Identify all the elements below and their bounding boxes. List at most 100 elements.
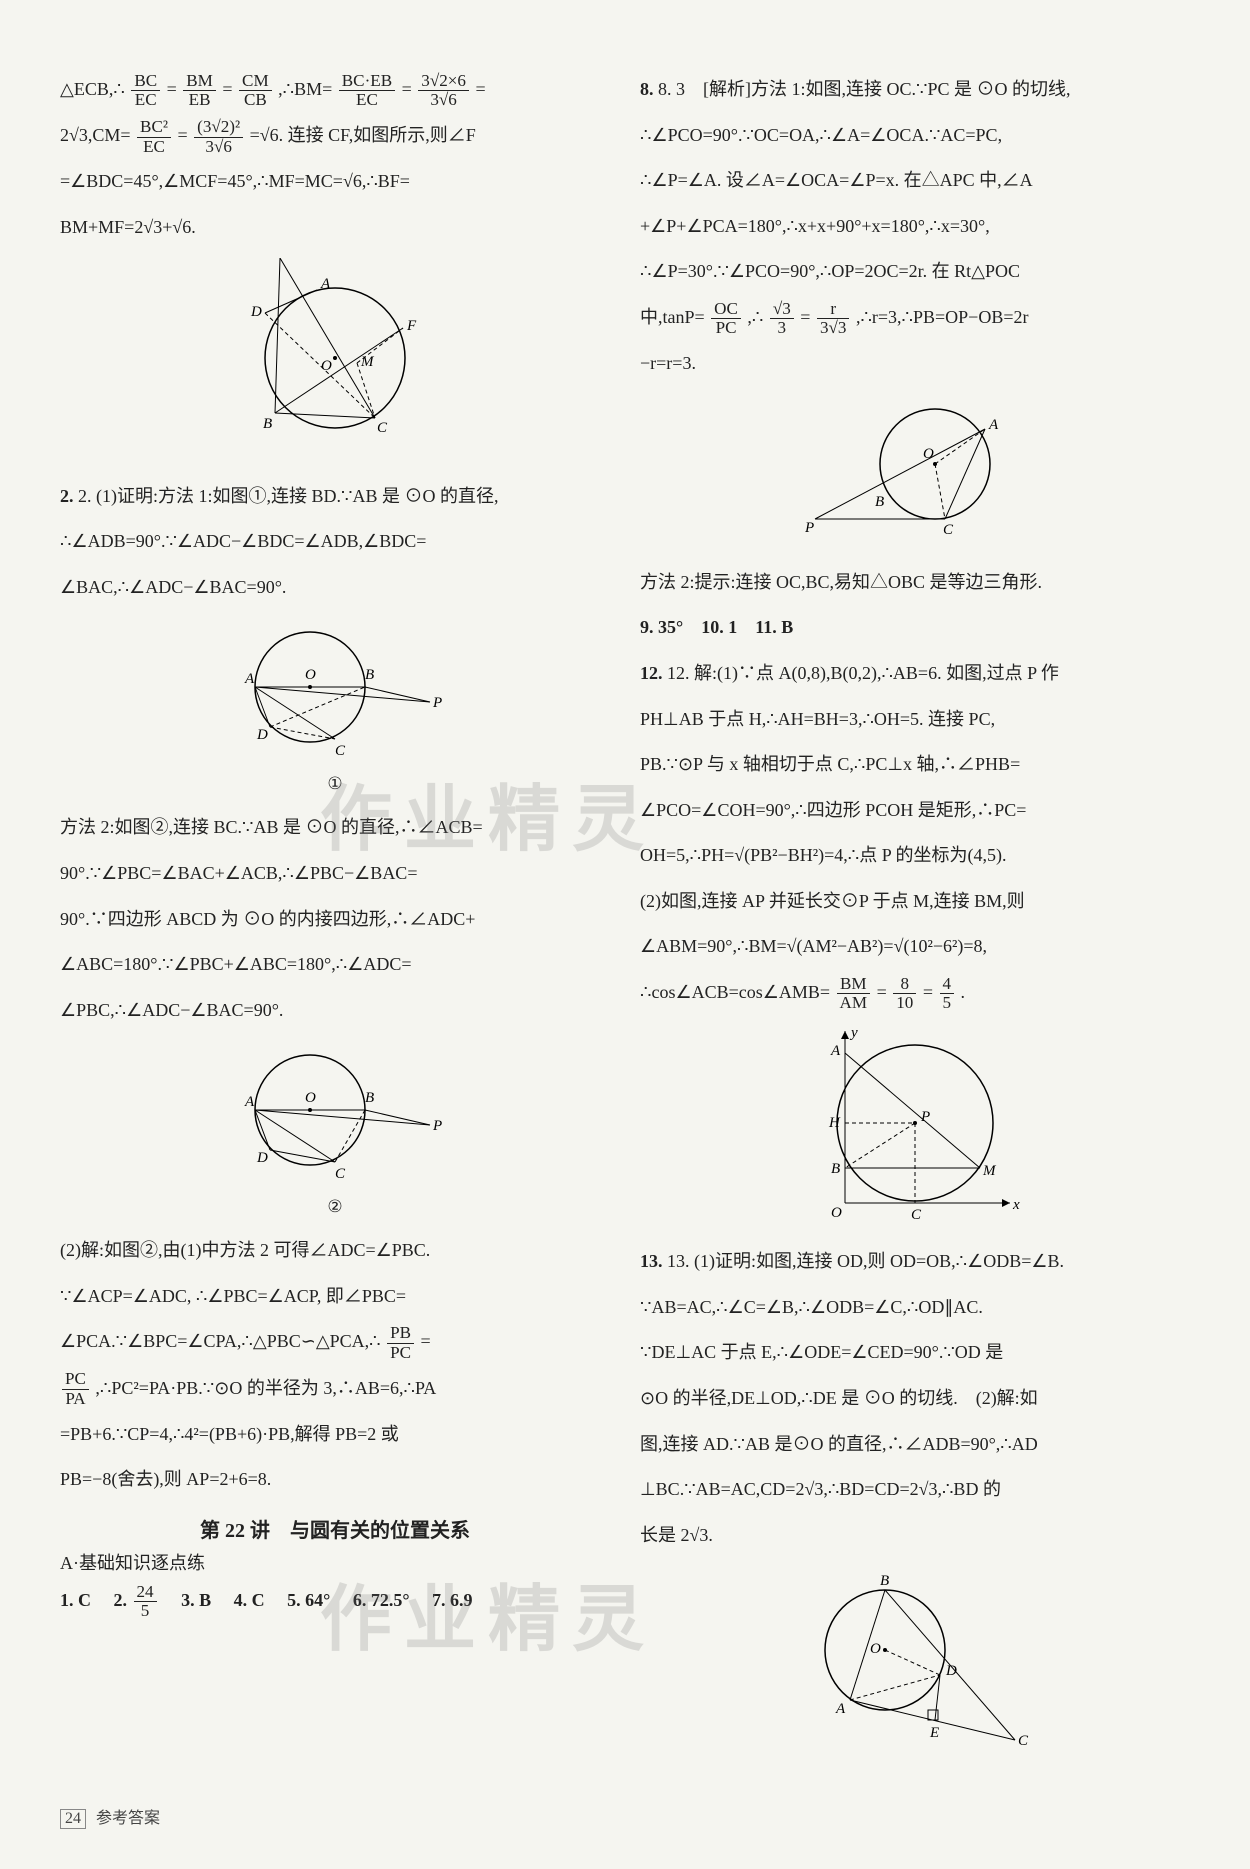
q13l6: ⊥BC.∵AB=AC,CD=2√3,∴BD=CD=2√3,∴BD 的: [640, 1470, 1190, 1510]
svg-text:C: C: [335, 1166, 346, 1182]
left-column: △ECB,∴ BCEC = BMEB = CMCB ,∴BM= BC·EBEC …: [60, 70, 610, 1774]
qnum: 12.: [640, 663, 663, 683]
t: ,∴: [747, 307, 763, 327]
svg-text:D: D: [945, 1663, 957, 1679]
fig5-svg: A H P B O C M x y: [805, 1023, 1025, 1223]
svg-text:E: E: [929, 1725, 939, 1741]
p2l6: PB=−8(舍去),则 AP=2+6=8.: [60, 1460, 610, 1500]
frac: BCEC: [131, 72, 160, 111]
svg-text:E: E: [274, 258, 284, 260]
m2l3: 90°.∵四边形 ABCD 为 ⊙O 的内接四边形,∴∠ADC+: [60, 900, 610, 940]
m2l5: ∠PBC,∴∠ADC−∠BAC=90°.: [60, 991, 610, 1031]
svg-text:O: O: [321, 358, 332, 374]
p1d: BM+MF=2√3+√6.: [60, 208, 610, 248]
ans9-11: 9. 35° 10. 1 11. B: [640, 608, 1190, 648]
svg-text:P: P: [432, 695, 442, 711]
frac: 245: [134, 1583, 157, 1622]
svg-text:A: A: [244, 671, 255, 687]
frac: BMEB: [183, 72, 216, 111]
frac: PCPA: [62, 1370, 89, 1409]
svg-text:D: D: [250, 304, 262, 320]
section-22-title: 第 22 讲 与圆有关的位置关系: [60, 1514, 610, 1543]
svg-text:D: D: [256, 1150, 268, 1166]
q2l3: ∠BAC,∴∠ADC−∠BAC=90°.: [60, 568, 610, 608]
figure-5: A H P B O C M x y: [640, 1023, 1190, 1228]
t: =: [402, 79, 412, 99]
frac: BMAM: [837, 975, 871, 1014]
frac: 3√2×63√6: [418, 72, 469, 111]
a6: 6. 72.5°: [353, 1590, 410, 1610]
t: =: [800, 307, 810, 327]
svg-text:A: A: [988, 417, 999, 433]
figure-4: A O P B C: [640, 394, 1190, 549]
svg-text:F: F: [406, 318, 417, 334]
svg-text:O: O: [923, 446, 934, 462]
frac: OCPC: [711, 300, 741, 339]
t: △ECB,∴: [60, 79, 125, 99]
m2l2: 90°.∵∠PBC=∠BAC+∠ACB,∴∠PBC−∠BAC=: [60, 854, 610, 894]
frac: √33: [770, 300, 794, 339]
q2l1: 2. 2. (1)证明:方法 1:如图①,连接 BD.∵AB 是 ⊙O 的直径,: [60, 477, 610, 517]
svg-text:C: C: [335, 743, 346, 759]
svg-text:B: B: [880, 1573, 889, 1589]
fig4-svg: A O P B C: [805, 394, 1025, 544]
q12l3: PB.∵⊙P 与 x 轴相切于点 C,∴PC⊥x 轴,∴∠PHB=: [640, 745, 1190, 785]
t: 2√3,CM=: [60, 125, 131, 145]
fig2-svg: A O B P D C: [215, 617, 455, 767]
svg-text:B: B: [365, 1090, 374, 1106]
p1c: =∠BDC=45°,∠MCF=45°,∴MF=MC=√6,∴BF=: [60, 162, 610, 202]
q13l7: 长是 2√3.: [640, 1516, 1190, 1556]
m8-2: 方法 2:提示:连接 OC,BC,易知△OBC 是等边三角形.: [640, 563, 1190, 603]
right-column: 8. 8. 3 [解析]方法 1:如图,连接 OC.∵PC 是 ⊙O 的切线, …: [640, 70, 1190, 1774]
svg-text:O: O: [305, 1090, 316, 1106]
frac: PBPC: [387, 1324, 414, 1363]
page-number: 24: [60, 1809, 86, 1829]
p2l5: =PB+6.∵CP=4,∴4²=(PB+6)·PB,解得 PB=2 或: [60, 1415, 610, 1455]
svg-text:B: B: [831, 1161, 840, 1177]
frac: r3√3: [817, 300, 849, 339]
t: ∠PCA.∵∠BPC=∠CPA,∴△PBC∽△PCA,∴: [60, 1331, 381, 1351]
q8l5: ∴∠P=30°.∵∠PCO=90°,∴OP=2OC=2r. 在 Rt△POC: [640, 252, 1190, 292]
svg-text:A: A: [835, 1701, 846, 1717]
t: =: [177, 125, 187, 145]
p2l4: PCPA ,∴PC²=PA·PB.∵⊙O 的半径为 3,∴AB=6,∴PA: [60, 1369, 610, 1409]
q12l4: ∠PCO=∠COH=90°,∴四边形 PCOH 是矩形,∴PC=: [640, 791, 1190, 831]
svg-text:O: O: [870, 1641, 881, 1657]
q12l5: OH=5,∴PH=√(PB²−BH²)=4,∴点 P 的坐标为(4,5).: [640, 836, 1190, 876]
t: .: [961, 982, 966, 1002]
t: =: [421, 1331, 431, 1351]
m2l4: ∠ABC=180°.∵∠PBC+∠ABC=180°,∴∠ADC=: [60, 945, 610, 985]
a3: 3. B: [181, 1590, 211, 1610]
frac: BC·EBEC: [339, 72, 395, 111]
a4: 4. C: [234, 1590, 265, 1610]
t: =: [475, 79, 485, 99]
t: =√6. 连接 CF,如图所示,则∠F: [250, 125, 476, 145]
svg-text:y: y: [849, 1025, 858, 1041]
fig3-caption: ②: [60, 1197, 610, 1217]
page-two-column: 作业精灵 作业精灵 △ECB,∴ BCEC = BMEB = CMCB ,∴BM…: [60, 70, 1190, 1774]
footer-label: 参考答案: [96, 1810, 160, 1827]
svg-text:O: O: [305, 667, 316, 683]
p1b: 2√3,CM= BC²EC = (3√2)²3√6 =√6. 连接 CF,如图所…: [60, 116, 610, 156]
page-footer: 24 参考答案: [60, 1804, 1190, 1829]
q8l1: 8. 8. 3 [解析]方法 1:如图,连接 OC.∵PC 是 ⊙O 的切线,: [640, 70, 1190, 110]
t: =: [222, 79, 232, 99]
fig6-svg: B O D A E C: [790, 1565, 1040, 1755]
figure-3: A O B P D C ②: [60, 1040, 610, 1217]
q12l6: (2)如图,连接 AP 并延长交⊙P 于点 M,连接 BM,则: [640, 882, 1190, 922]
svg-text:C: C: [1018, 1733, 1029, 1749]
answers-row: 1. C 2. 245 3. B 4. C 5. 64° 6. 72.5° 7.…: [60, 1579, 610, 1622]
qnum: 8.: [640, 79, 654, 99]
t: 8. 3 [解析]方法 1:如图,连接 OC.∵PC 是 ⊙O 的切线,: [658, 79, 1070, 99]
q13l1: 13. 13. (1)证明:如图,连接 OD,则 OD=OB,∴∠ODB=∠B.: [640, 1242, 1190, 1282]
t: 2. (1)证明:方法 1:如图①,连接 BD.∵AB 是 ⊙O 的直径,: [78, 486, 498, 506]
q13l5: 图,连接 AD.∵AB 是⊙O 的直径,∴∠ADB=90°,∴AD: [640, 1425, 1190, 1465]
qnum: 13.: [640, 1251, 663, 1271]
a2: 2.: [114, 1590, 132, 1610]
q8l6: 中,tanP= OCPC ,∴ √33 = r3√3 ,∴r=3,∴PB=OP−…: [640, 298, 1190, 338]
t: ,∴PC²=PA·PB.∵⊙O 的半径为 3,∴AB=6,∴PA: [95, 1378, 436, 1398]
t: =: [877, 982, 887, 1002]
svg-text:C: C: [377, 420, 388, 436]
figure-6: B O D A E C: [640, 1565, 1190, 1760]
t: 13. (1)证明:如图,连接 OD,则 OD=OB,∴∠ODB=∠B.: [667, 1251, 1064, 1271]
